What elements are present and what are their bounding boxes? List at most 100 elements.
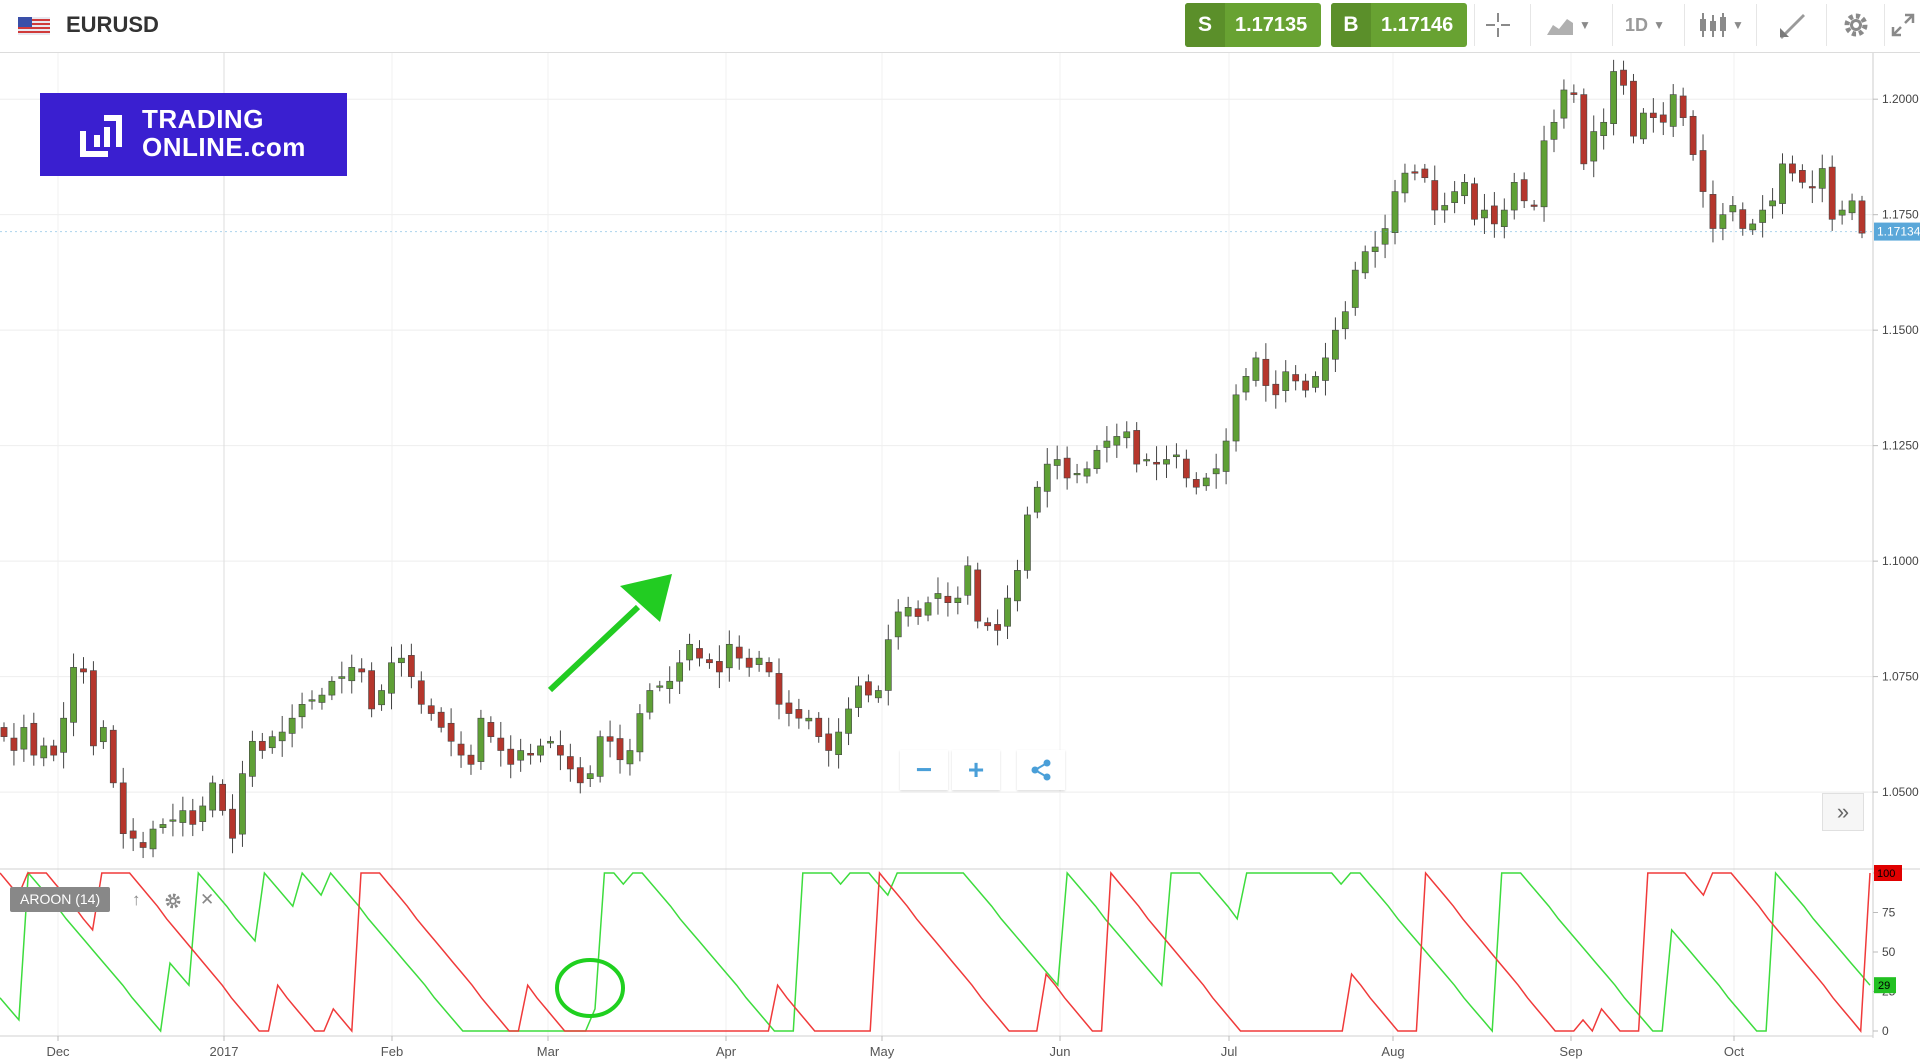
fullscreen-button[interactable] — [1884, 4, 1920, 46]
candle — [636, 704, 644, 762]
time-tick-label: Oct — [1724, 1044, 1745, 1059]
candle-down — [1620, 69, 1627, 86]
plus-icon: + — [967, 754, 985, 785]
settings-button[interactable] — [1826, 4, 1885, 46]
candle-up — [1351, 269, 1359, 308]
candle — [1242, 368, 1250, 401]
candle — [169, 803, 177, 837]
timeframe-button[interactable]: 1D ▼ — [1612, 4, 1677, 46]
candle-style-button[interactable]: ▼ — [1684, 4, 1757, 46]
candle-up — [1540, 140, 1548, 208]
candle — [686, 633, 693, 671]
candle — [1709, 180, 1717, 243]
candle — [725, 630, 733, 682]
candle — [1838, 200, 1846, 225]
candle-up — [954, 597, 962, 603]
candle-down — [467, 754, 475, 765]
indicator-settings-button[interactable] — [164, 887, 182, 912]
candle — [298, 692, 306, 729]
candle — [1441, 192, 1449, 223]
chevron-down-icon: ▼ — [1732, 18, 1744, 32]
candle — [626, 738, 634, 776]
candle-down — [1689, 115, 1697, 155]
crosshair-button[interactable] — [1474, 4, 1521, 46]
candle — [1341, 301, 1349, 340]
time-axis: Dec 2017 Feb Mar Apr May Jun Jul Aug Sep Oct — [46, 1036, 1744, 1059]
candle-down — [606, 736, 614, 742]
candle — [109, 725, 117, 788]
time-tick-label: Jul — [1221, 1044, 1238, 1059]
candle — [1848, 193, 1856, 221]
candle — [80, 657, 87, 684]
candle-down — [417, 680, 425, 705]
candle — [974, 562, 982, 629]
candle-up — [1043, 463, 1051, 492]
aroon-up-badge — [1874, 977, 1896, 994]
candle — [517, 738, 525, 772]
candle — [1689, 110, 1697, 161]
candle — [795, 698, 803, 729]
candle-up — [328, 680, 336, 696]
draw-tool-button[interactable] — [1756, 4, 1827, 46]
share-button[interactable] — [1017, 750, 1065, 790]
candle-up — [1510, 182, 1518, 211]
candle-up — [596, 736, 604, 777]
candle — [1600, 108, 1608, 150]
candle — [1590, 115, 1598, 178]
candle-down — [1789, 163, 1796, 174]
candle-up — [1600, 121, 1608, 136]
tradingonline-logo: TRADING ONLINE.com — [40, 93, 347, 176]
candle — [1192, 472, 1200, 495]
indicator-tick-label: 50 — [1882, 945, 1896, 959]
candle-down — [795, 709, 803, 719]
candle — [1719, 203, 1727, 241]
candle — [765, 657, 773, 677]
candle-down — [219, 783, 226, 811]
candle-up — [1759, 209, 1767, 223]
candle — [99, 720, 107, 749]
logo-line-1: TRADING — [142, 104, 264, 134]
time-tick-label: Feb — [381, 1044, 403, 1059]
candle-up — [1322, 357, 1329, 381]
candle-down — [984, 622, 992, 627]
indicator-close-button[interactable]: ✕ — [200, 887, 214, 912]
candle — [527, 743, 534, 765]
candle — [1808, 170, 1816, 204]
candle-down — [437, 711, 445, 728]
candle — [845, 697, 852, 746]
price-tick-label: 1.0500 — [1882, 785, 1919, 799]
buy-button[interactable]: B 1.17146 — [1331, 3, 1467, 47]
candle — [1113, 423, 1121, 458]
candle — [487, 716, 495, 743]
candle — [70, 653, 77, 737]
candle — [1679, 87, 1687, 126]
candle — [1073, 463, 1081, 484]
zoom-in-button[interactable]: + — [952, 750, 1000, 790]
candle — [805, 709, 813, 730]
candle-up — [1083, 468, 1091, 477]
candle-up — [884, 639, 892, 691]
candle-down — [994, 624, 1001, 631]
chart-type-button[interactable]: ▼ — [1530, 4, 1605, 46]
candle — [1123, 421, 1131, 449]
candle-down — [1828, 166, 1836, 220]
zoom-out-button[interactable]: − — [900, 750, 948, 790]
candle-up — [1481, 209, 1488, 219]
candle — [20, 714, 28, 762]
sell-button[interactable]: S 1.17135 — [1185, 3, 1321, 47]
candle-up — [1391, 191, 1399, 233]
scroll-to-latest-button[interactable]: » — [1822, 793, 1864, 831]
candle-down — [229, 808, 236, 839]
indicator-label[interactable]: AROON (14) — [10, 887, 111, 912]
candle — [398, 644, 405, 677]
minus-icon: − — [915, 754, 933, 785]
candle-up — [378, 690, 385, 706]
candle — [865, 674, 872, 703]
candle — [258, 732, 266, 759]
indicator-move-up-button[interactable]: ↑ — [132, 887, 141, 912]
candle-up — [1014, 570, 1021, 602]
candle-down — [109, 729, 117, 784]
candle-up — [964, 565, 972, 596]
candle-up — [398, 657, 405, 664]
